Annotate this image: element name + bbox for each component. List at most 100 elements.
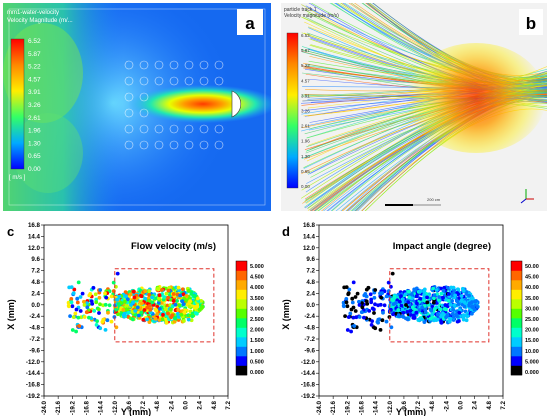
- y-tick-label: 4.8: [306, 279, 315, 286]
- scatter-point: [150, 295, 155, 300]
- scatter-point: [140, 301, 144, 306]
- x-tick-label: -24.0: [316, 400, 323, 415]
- scatter-point: [401, 310, 406, 315]
- nozzle-grid-circle: [139, 76, 149, 86]
- scatter-point: [474, 299, 478, 303]
- legend-a-tick: 3.91: [28, 89, 41, 96]
- scatter-point: [470, 296, 475, 301]
- colorbar-tick-label: 2.000: [250, 328, 264, 334]
- colorbar-tick-label: 1.500: [250, 338, 264, 344]
- scatter-point: [199, 299, 204, 303]
- scatter-point: [378, 302, 383, 307]
- scatter-point: [368, 292, 373, 297]
- x-axis-label: Y (mm): [396, 407, 426, 416]
- scatter-point: [195, 311, 199, 316]
- scatter-point: [68, 314, 72, 318]
- colorbar-segment: [236, 308, 247, 319]
- panel-b-particle-tracks: particle track 1 Velocity magnitude (m/s…: [281, 3, 547, 211]
- scatter-point: [344, 285, 349, 289]
- scatter-point: [428, 316, 433, 321]
- scatter-point: [454, 312, 459, 317]
- y-tick-label: 9.6: [306, 256, 315, 263]
- y-tick-label: -14.4: [301, 370, 316, 377]
- scatter-point: [373, 326, 378, 331]
- scatter-point: [145, 305, 150, 310]
- scatter-point: [415, 301, 419, 306]
- scatter-point: [109, 294, 114, 299]
- x-tick-label: -14.4: [98, 400, 105, 415]
- nozzle-grid-circle: [214, 124, 224, 134]
- scatter-point: [407, 295, 412, 300]
- colorbar-tick-label: 5.000: [250, 264, 264, 270]
- scatter-point: [461, 288, 466, 293]
- scatter-point: [435, 317, 440, 322]
- scatter-point: [437, 295, 441, 299]
- scatter-point: [153, 307, 158, 312]
- scatter-point: [401, 297, 405, 302]
- colorbar-segment: [511, 308, 522, 319]
- legend-b-tick: 5.22: [301, 63, 310, 68]
- y-tick-label: -4.8: [304, 325, 315, 332]
- scatter-point: [378, 291, 382, 296]
- nozzle-grid-circle: [184, 76, 194, 86]
- scatter-point: [121, 313, 126, 318]
- scatter-point: [436, 312, 440, 317]
- scatter-point: [74, 307, 79, 312]
- scatter-point: [391, 302, 396, 306]
- nozzle-grid-circle: [169, 140, 179, 150]
- x-tick-label: 4.8: [486, 400, 493, 409]
- scatter-point: [359, 310, 364, 315]
- nozzle-grid-circle: [154, 140, 164, 150]
- legend-a-tick: 5.22: [28, 64, 41, 71]
- legend-b-tick: 0.65: [301, 169, 310, 174]
- scatter-point: [130, 310, 135, 314]
- colorbar-segment: [511, 270, 522, 281]
- x-tick-label: -4.8: [154, 400, 161, 411]
- scatter-point: [353, 309, 358, 313]
- scatter-point: [76, 315, 81, 320]
- scatter-point: [156, 286, 161, 291]
- nozzle-grid-circle: [124, 140, 134, 150]
- panel-c-letter: c: [7, 224, 14, 239]
- scatter-point: [195, 296, 200, 301]
- legend-a-tick: 0.65: [28, 153, 41, 160]
- legend-b: particle track 1 Velocity magnitude (m/s…: [284, 7, 339, 189]
- colorbar-tick-label: 5.000: [525, 359, 539, 365]
- scatter-point: [399, 303, 404, 308]
- scatter-point: [135, 305, 140, 310]
- scatter-point: [447, 319, 452, 324]
- nozzle-grid-circle: [124, 124, 134, 134]
- scatter-point: [147, 292, 152, 297]
- colorbar-segment: [511, 337, 522, 347]
- scatter-point: [82, 315, 87, 319]
- colorbar-tick-label: 50.00: [525, 264, 539, 270]
- colorbar-segment: [236, 280, 247, 290]
- panel-b-letter-box: [519, 9, 543, 35]
- scatter-point: [103, 328, 108, 332]
- scatter-point: [71, 291, 76, 296]
- scatter-point: [115, 271, 120, 276]
- chart-title: Flow velocity (m/s): [131, 241, 216, 252]
- scatter-point: [355, 291, 360, 296]
- scatter-point: [404, 303, 408, 307]
- nozzle-grid-circle: [184, 124, 194, 134]
- colorbar-segment: [511, 318, 522, 328]
- y-axis-label: X (mm): [6, 299, 16, 330]
- legend-b-tick: 6.52: [301, 33, 310, 38]
- scatter-point: [441, 288, 446, 293]
- y-tick-label: 0.0: [31, 302, 40, 309]
- colorbar-segment: [511, 365, 522, 376]
- x-tick-label: 7.2: [500, 400, 507, 409]
- scatter-point: [408, 313, 413, 317]
- scatter-point: [80, 291, 85, 296]
- scatter-point: [353, 295, 358, 299]
- scatter-point: [143, 296, 148, 301]
- scatter-point: [420, 305, 425, 310]
- scatter-point: [384, 319, 389, 324]
- scatter-point: [429, 296, 434, 300]
- scatter-point: [357, 299, 361, 304]
- scatter-point: [396, 308, 401, 312]
- legend-a-title-1: mm1-water-velocity: [7, 10, 59, 16]
- x-tick-label: -2.4: [443, 400, 450, 411]
- y-tick-label: -16.8: [301, 382, 316, 389]
